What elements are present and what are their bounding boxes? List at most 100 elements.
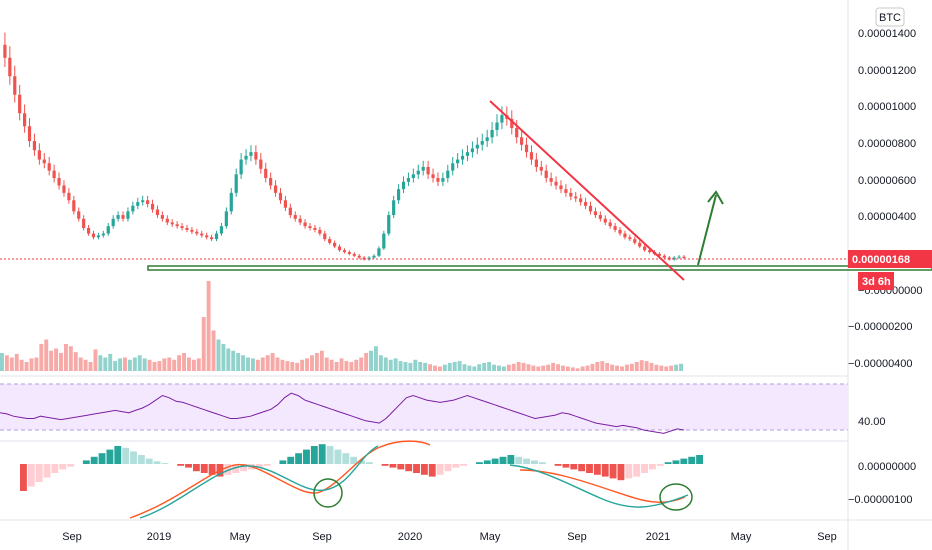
macd-bar	[67, 464, 75, 467]
candle-body	[465, 152, 470, 156]
candle-body	[298, 218, 302, 223]
volume-bar	[270, 353, 275, 371]
currency-badge[interactable]	[875, 7, 905, 27]
support-line	[147, 265, 932, 271]
volume-bar	[344, 361, 349, 371]
time-tick-0: Sep	[62, 531, 82, 543]
macd-bar	[82, 460, 90, 464]
candle-body	[490, 129, 494, 138]
candle-body	[200, 233, 204, 236]
candle-body	[303, 222, 307, 227]
volume-bar	[83, 359, 88, 371]
candle-body	[323, 233, 327, 240]
volume-bar	[305, 358, 310, 371]
volume-bar	[182, 353, 186, 371]
macd-bar	[365, 462, 373, 464]
candle-body	[333, 242, 337, 247]
candle-body	[27, 126, 32, 142]
time-tick-1: 2019	[147, 531, 171, 543]
candle-body	[224, 211, 228, 227]
macd-circle-2	[659, 483, 693, 511]
volume-bar	[359, 357, 364, 371]
candle-body	[190, 229, 194, 232]
candle-body	[347, 252, 351, 254]
candlestick-series	[3, 32, 686, 261]
candle-body	[411, 174, 415, 179]
price-tick-3: 0.00001000	[858, 101, 916, 113]
candle-body	[608, 222, 612, 227]
macd-bar	[43, 464, 51, 478]
macd-bar	[507, 455, 515, 464]
candle-body	[579, 198, 583, 203]
macd-bar	[224, 464, 232, 475]
volume-bar	[620, 366, 624, 371]
candle-body	[628, 237, 632, 240]
volume-bar	[211, 330, 216, 371]
volume-bar	[639, 360, 644, 371]
currency-label: BTC	[879, 12, 901, 24]
volume-bar	[590, 363, 595, 371]
rsi-tick: 40.00	[858, 416, 886, 428]
macd-bar	[397, 464, 405, 470]
candle-body	[382, 233, 386, 249]
macd-bar	[295, 453, 303, 464]
volume-bar	[285, 361, 290, 371]
macd-bar	[680, 458, 688, 464]
volume-bar	[295, 362, 300, 371]
candle-body	[52, 170, 56, 179]
volume-bar	[103, 357, 108, 371]
candle-body	[293, 215, 297, 219]
volume-bar	[654, 364, 659, 371]
macd-bar	[350, 456, 358, 464]
volume-bar	[442, 364, 447, 371]
volume-bar	[408, 362, 413, 371]
volume-bar	[674, 364, 679, 371]
macd-bar	[436, 464, 444, 475]
macd-bar	[672, 460, 680, 464]
volume-bar	[49, 350, 54, 371]
candle-body	[126, 211, 130, 219]
volume-bar	[551, 362, 556, 371]
candle-body	[96, 235, 101, 238]
macd-bar	[232, 464, 240, 473]
time-tick-5: May	[480, 531, 501, 543]
macd-tick-2: −0.00000100	[848, 494, 913, 506]
macd-bar	[633, 464, 641, 477]
candle-body	[598, 215, 602, 219]
candle-body	[234, 174, 238, 193]
candle-body	[436, 178, 440, 182]
volume-bar	[216, 339, 221, 371]
volume-bar	[501, 366, 506, 371]
volume-bar	[191, 359, 196, 371]
macd-bar	[625, 464, 633, 479]
candle-body	[57, 178, 61, 186]
candle-body	[67, 192, 71, 201]
candle-body	[534, 159, 538, 167]
volume-bar	[600, 361, 605, 371]
volume-bar	[679, 363, 683, 371]
candle-body	[574, 196, 578, 199]
candle-body	[3, 44, 7, 58]
macd-bar	[538, 462, 546, 464]
current-price-badge	[848, 250, 932, 268]
volume-bar	[541, 365, 546, 371]
volume-bar	[418, 362, 423, 371]
countdown-badge	[858, 272, 894, 290]
volume-bar	[605, 362, 610, 371]
price-tick-4: 0.00000800	[858, 138, 916, 150]
candle-body	[150, 203, 155, 210]
macd-bar	[688, 456, 696, 464]
volume-bar	[423, 362, 428, 371]
volume-bar	[201, 317, 206, 371]
macd-bar	[114, 446, 122, 464]
price-tick-1: 0.00001400	[858, 28, 916, 40]
volume-bar	[536, 366, 541, 371]
macd-bar	[491, 458, 499, 464]
macd-bar	[413, 464, 420, 473]
volume-bar	[255, 359, 260, 371]
volume-bar	[334, 362, 339, 371]
time-tick-3: Sep	[312, 531, 332, 543]
macd-bar	[476, 462, 483, 464]
volume-bar	[482, 362, 487, 371]
